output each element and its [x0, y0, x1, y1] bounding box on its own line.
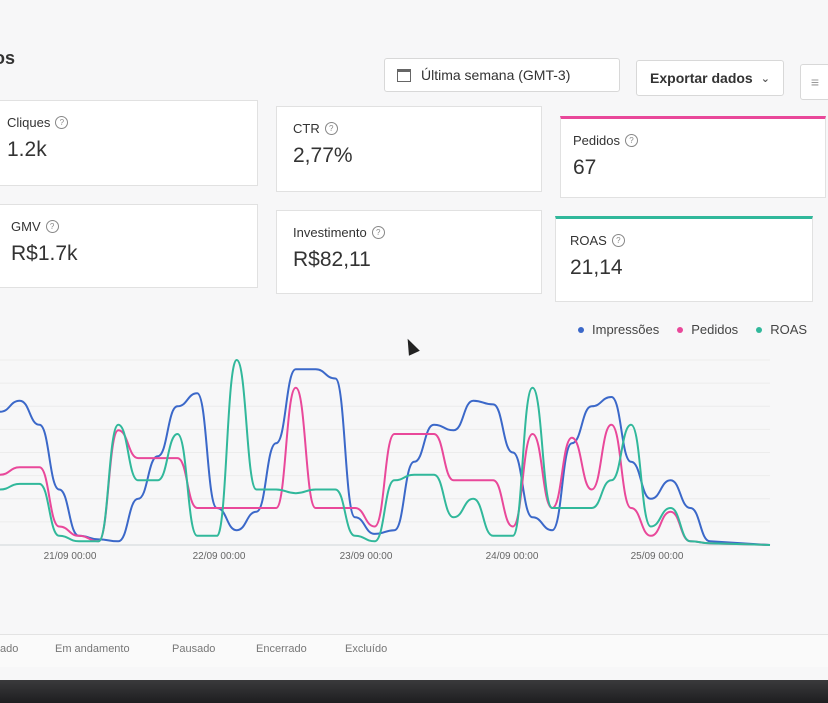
x-tick-label: 22/09 00:00: [193, 551, 246, 562]
metric-value: R$82,11: [293, 248, 371, 271]
metric-value: 21,14: [570, 256, 623, 279]
legend-label: Pedidos: [691, 322, 739, 337]
page-title: os: [0, 48, 16, 68]
metric-label: Investimento: [293, 225, 367, 240]
series-line-pedidos[interactable]: [0, 386, 771, 546]
help-icon[interactable]: ?: [611, 234, 625, 247]
legend-item-impressoes[interactable]: Impressões: [578, 322, 659, 337]
x-tick-label: 23/09 00:00: [340, 551, 393, 562]
legend-item-roas[interactable]: ROAS: [756, 322, 807, 337]
menu-button[interactable]: ≡: [800, 64, 828, 100]
chart-lines: [0, 358, 771, 546]
legend-label: ROAS: [770, 322, 808, 337]
metric-label: CTR: [293, 121, 320, 136]
series-line-impressoes[interactable]: [0, 368, 771, 546]
metric-value: R$1.7k: [11, 242, 78, 265]
status-tabs: ado Em andamento Pausado Encerrado Exclu…: [0, 634, 828, 667]
tab-em-andamento[interactable]: Em andamento: [55, 643, 130, 655]
help-icon[interactable]: ?: [55, 116, 69, 129]
tab-pausado[interactable]: Pausado: [172, 643, 216, 655]
chart-x-ticks: 21/09 00:00 22/09 00:00 23/09 00:00 24/09 0…: [44, 551, 684, 562]
chevron-down-icon: ⌄: [760, 72, 770, 85]
tab-excluido[interactable]: Excluído: [345, 643, 388, 655]
calendar-icon: [397, 68, 411, 82]
metric-label: GMV: [11, 219, 41, 234]
metric-label: Cliques: [7, 115, 51, 130]
metric-card-cliques[interactable]: Cliques? 1.2k: [0, 100, 258, 186]
metric-label: ROAS: [570, 233, 607, 248]
x-tick-label: 21/09 00:00: [44, 551, 97, 562]
metric-value: 67: [573, 156, 597, 179]
date-range-picker[interactable]: Última semana (GMT-3): [384, 58, 620, 92]
screen-bezel: [0, 680, 828, 703]
menu-icon: ≡: [810, 74, 820, 90]
line-chart[interactable]: 21/09 00:00 22/09 00:00 23/09 00:00 24/09 0…: [0, 350, 828, 580]
legend-dot: [677, 326, 684, 333]
tab-encerrado[interactable]: Encerrado: [256, 643, 307, 655]
metric-card-gmv[interactable]: GMV? R$1.7k: [0, 204, 258, 288]
x-tick-label: 25/09 00:00: [631, 551, 684, 562]
series-line-roas[interactable]: [0, 358, 771, 546]
legend-dot: [578, 326, 584, 333]
legend-item-pedidos[interactable]: Pedidos: [677, 322, 738, 337]
help-icon[interactable]: ?: [371, 226, 385, 239]
metric-card-ctr[interactable]: CTR? 2,77%: [276, 106, 542, 192]
metric-card-investimento[interactable]: Investimento? R$82,11: [276, 210, 542, 294]
x-tick-label: 24/09 00:00: [486, 551, 539, 562]
screen: os Última semana (GMT-3) Exportar dados …: [0, 0, 828, 680]
metric-value: 1.2k: [7, 138, 47, 161]
date-range-label: Última semana (GMT-3): [421, 67, 571, 83]
metric-label: Pedidos: [573, 133, 620, 148]
legend-dot: [756, 326, 763, 333]
legend-label: Impressões: [592, 322, 660, 337]
export-label: Exportar dados: [650, 70, 753, 86]
export-button[interactable]: Exportar dados ⌄: [636, 60, 784, 96]
chart-legend: Impressões Pedidos ROAS: [578, 322, 807, 337]
help-icon[interactable]: ?: [45, 220, 59, 233]
help-icon[interactable]: ?: [624, 134, 638, 147]
metric-card-roas[interactable]: ROAS? 21,14: [555, 216, 813, 302]
metric-card-pedidos[interactable]: Pedidos? 67: [560, 116, 826, 198]
chart-grid: [0, 359, 770, 546]
metric-value: 2,77%: [293, 144, 353, 167]
tab-todos[interactable]: ado: [0, 643, 19, 655]
help-icon[interactable]: ?: [324, 122, 338, 135]
